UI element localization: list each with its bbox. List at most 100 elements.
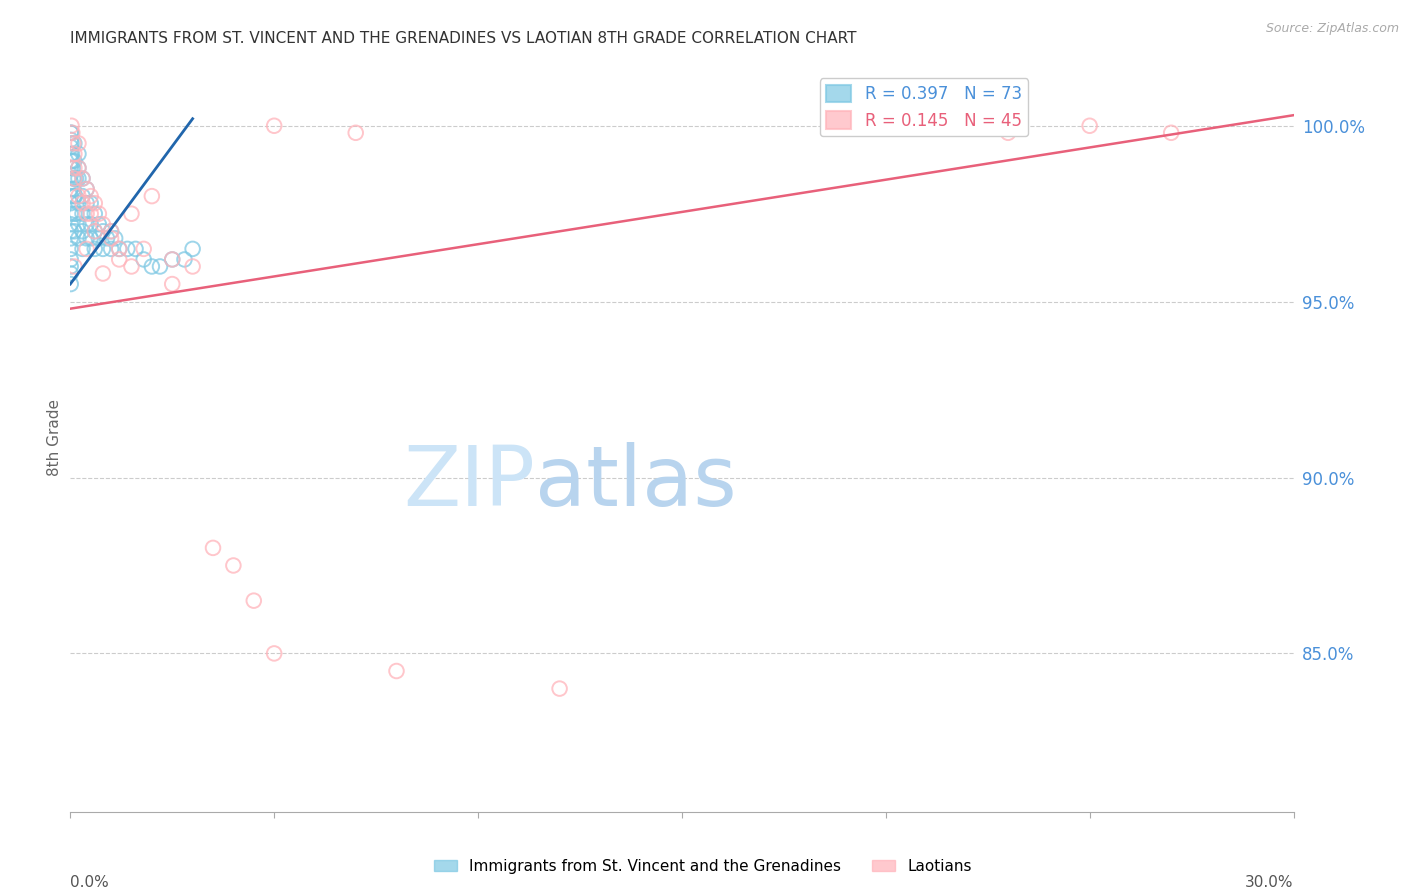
Point <box>62 171 84 186</box>
Point <box>222 558 245 573</box>
Point <box>162 252 183 267</box>
Point <box>121 207 143 221</box>
Point <box>76 207 98 221</box>
Point <box>67 147 90 161</box>
Point <box>63 161 86 175</box>
Point <box>62 182 84 196</box>
Point <box>91 267 114 281</box>
Point <box>67 217 90 231</box>
Point <box>132 252 155 267</box>
Point <box>63 136 86 151</box>
Point <box>72 189 94 203</box>
Text: IMMIGRANTS FROM ST. VINCENT AND THE GRENADINES VS LAOTIAN 8TH GRADE CORRELATION : IMMIGRANTS FROM ST. VINCENT AND THE GREN… <box>70 31 856 46</box>
Point <box>59 196 82 211</box>
Point <box>87 207 110 221</box>
Text: atlas: atlas <box>536 442 737 523</box>
Point <box>67 231 90 245</box>
Point <box>83 224 105 238</box>
Point <box>63 207 86 221</box>
Point <box>72 196 94 211</box>
Point <box>91 242 114 256</box>
Point <box>63 171 86 186</box>
Point <box>83 242 105 256</box>
Point <box>100 231 122 245</box>
Point <box>59 252 82 267</box>
Point <box>96 231 118 245</box>
Point <box>121 260 143 274</box>
Text: 30.0%: 30.0% <box>1246 875 1294 890</box>
Point <box>59 267 82 281</box>
Point <box>59 277 82 291</box>
Point <box>67 136 90 151</box>
Point <box>1160 126 1182 140</box>
Legend: Immigrants from St. Vincent and the Grenadines, Laotians: Immigrants from St. Vincent and the Gren… <box>429 853 977 880</box>
Point <box>59 153 82 168</box>
Point <box>141 189 163 203</box>
Legend: R = 0.397   N = 73, R = 0.145   N = 45: R = 0.397 N = 73, R = 0.145 N = 45 <box>820 78 1028 136</box>
Point <box>63 147 86 161</box>
Point <box>62 161 84 175</box>
Point <box>76 182 98 196</box>
Point <box>59 168 82 182</box>
Point <box>63 189 86 203</box>
Point <box>83 196 105 211</box>
Point <box>76 217 98 231</box>
Point <box>243 593 266 607</box>
Point <box>65 207 87 221</box>
Point <box>63 171 86 186</box>
Point <box>59 161 82 175</box>
Point <box>79 217 103 231</box>
Point <box>67 189 90 203</box>
Point <box>162 252 183 267</box>
Point <box>108 242 131 256</box>
Point <box>62 136 84 151</box>
Point <box>60 153 83 168</box>
Point <box>100 242 122 256</box>
Point <box>956 119 979 133</box>
Point <box>79 189 103 203</box>
Point <box>87 231 110 245</box>
Point <box>104 231 127 245</box>
Point <box>63 260 86 274</box>
Point <box>100 224 122 238</box>
Point <box>141 260 163 274</box>
Point <box>63 189 86 203</box>
Point <box>79 207 103 221</box>
Point <box>162 277 183 291</box>
Point <box>59 182 82 196</box>
Point <box>87 217 110 231</box>
Point <box>117 242 139 256</box>
Point <box>548 681 571 696</box>
Point <box>67 161 90 175</box>
Point <box>91 224 114 238</box>
Point <box>60 126 83 140</box>
Point <box>59 189 82 203</box>
Point <box>59 260 82 274</box>
Point <box>59 242 82 256</box>
Point <box>344 126 367 140</box>
Point <box>72 224 94 238</box>
Point <box>60 136 83 151</box>
Point <box>59 126 82 140</box>
Point <box>76 242 98 256</box>
Point <box>76 231 98 245</box>
Point <box>59 207 82 221</box>
Point <box>72 242 94 256</box>
Point <box>181 260 204 274</box>
Point <box>65 171 87 186</box>
Point <box>60 126 83 140</box>
Point <box>997 126 1019 140</box>
Point <box>181 242 204 256</box>
Text: Source: ZipAtlas.com: Source: ZipAtlas.com <box>1265 22 1399 36</box>
Point <box>202 541 225 555</box>
Point <box>124 242 146 256</box>
Point <box>79 231 103 245</box>
Point <box>108 242 131 256</box>
Point <box>59 217 82 231</box>
Point <box>59 175 82 189</box>
Point <box>67 171 90 186</box>
Point <box>59 133 82 147</box>
Point <box>1078 119 1101 133</box>
Y-axis label: 8th Grade: 8th Grade <box>46 399 62 475</box>
Point <box>59 147 82 161</box>
